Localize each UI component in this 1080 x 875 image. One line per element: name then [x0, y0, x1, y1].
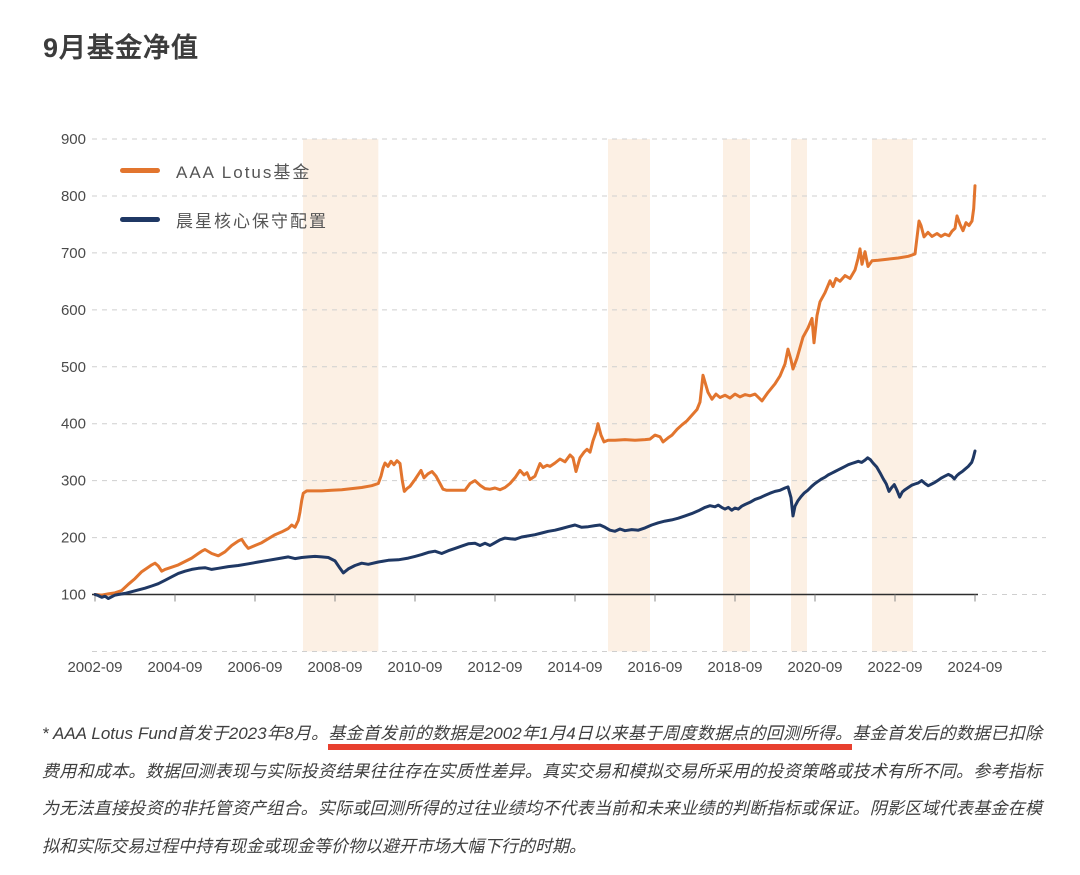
- chart-legend: AAA Lotus基金 晨星核心保守配置: [120, 158, 328, 232]
- legend-item-benchmark: 晨星核心保守配置: [120, 207, 328, 232]
- x-tick-label: 2004-09: [147, 659, 202, 676]
- cash-period-band: [872, 139, 913, 652]
- aaa-lotus-line-swatch: [120, 168, 160, 173]
- y-tick-label: 500: [61, 359, 86, 376]
- y-tick-label: 600: [61, 302, 86, 319]
- footnote-underlined-sentence: 基金首发前的数据是2002年1月4日以来基于周度数据点的回测所得。: [328, 724, 853, 750]
- y-tick-label: 700: [61, 245, 86, 262]
- fund-nav-chart: 2002-09 2004-09 2006-09 2008-09 2010-09 2012-…: [0, 124, 1080, 689]
- series-line-aaa-lotus: [93, 184, 977, 597]
- x-tick-label: 2020-09: [787, 659, 842, 676]
- x-tick-label: 2018-09: [707, 659, 762, 676]
- x-tick-label: 2006-09: [227, 659, 282, 676]
- y-tick-label: 300: [61, 473, 86, 490]
- x-tick-label: 2016-09: [627, 659, 682, 676]
- disclaimer-footnote: * AAA Lotus Fund首发于2023年8月。基金首发前的数据是2002…: [42, 715, 1042, 866]
- x-tick-label: 2014-09: [547, 659, 602, 676]
- footnote-prefix: * AAA Lotus Fund首发于2023年8月。: [42, 724, 329, 743]
- cash-period-band: [303, 139, 379, 652]
- y-tick-label: 100: [61, 587, 86, 604]
- cash-period-band: [608, 139, 650, 652]
- y-tick-label: 800: [61, 188, 86, 205]
- y-tick-label: 400: [61, 416, 86, 433]
- x-tick-label: 2024-09: [947, 659, 1002, 676]
- series-line-benchmark: [93, 449, 977, 600]
- y-tick-label: 900: [61, 131, 86, 148]
- y-tick-label: 200: [61, 530, 86, 547]
- legend-label-aaa-lotus: AAA Lotus基金: [176, 163, 312, 182]
- x-tick-label: 2002-09: [67, 659, 122, 676]
- legend-label-benchmark: 晨星核心保守配置: [176, 212, 328, 231]
- cash-period-band: [791, 139, 807, 652]
- chart-canvas: 2002-09 2004-09 2006-09 2008-09 2010-09 2012-…: [61, 131, 1046, 676]
- legend-item-aaa-lotus: AAA Lotus基金: [120, 158, 328, 183]
- x-tick-label: 2010-09: [387, 659, 442, 676]
- benchmark-line-swatch: [120, 217, 160, 222]
- report-page: { "page": { "title": "9月基金净值" }, "legend…: [0, 26, 1080, 875]
- x-tick-label: 2012-09: [467, 659, 522, 676]
- page-title: 9月基金净值: [43, 33, 200, 63]
- x-tick-label: 2008-09: [307, 659, 362, 676]
- x-tick-label: 2022-09: [867, 659, 922, 676]
